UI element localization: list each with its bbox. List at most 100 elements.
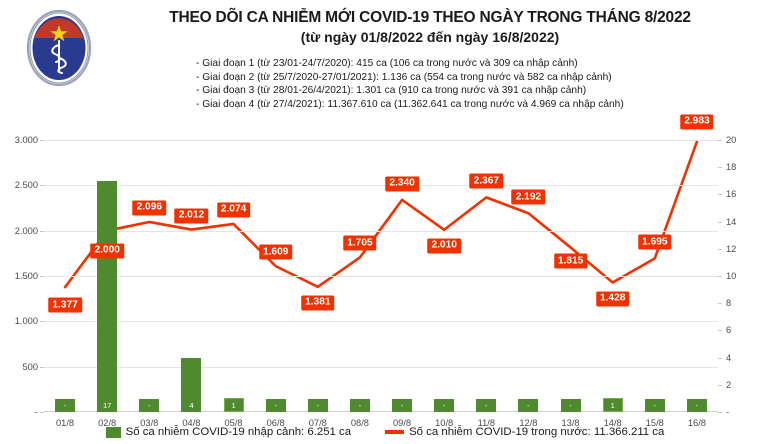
bar-imported-cases[interactable]: - <box>55 399 76 412</box>
bar-imported-cases[interactable]: - <box>476 399 497 412</box>
bar-value-label: - <box>148 401 151 410</box>
x-axis-tick-label: 04/8 <box>182 418 201 428</box>
ministry-of-health-logo-icon <box>26 8 92 90</box>
x-axis-tick-label: 11/8 <box>477 418 496 428</box>
x-axis-tick-label: 03/8 <box>140 418 159 428</box>
bar-imported-cases[interactable]: - <box>392 399 413 412</box>
title-block: THEO DÕI CA NHIỄM MỚI COVID-19 THEO NGÀY… <box>100 8 760 47</box>
line-point-value-label[interactable]: 2.192 <box>511 189 546 205</box>
bar-value-label: - <box>485 401 488 410</box>
y-axis-right-tick-mark <box>718 357 722 359</box>
bar-value-label: - <box>527 401 530 410</box>
y-axis-left-tick: 1.500 <box>14 271 38 281</box>
bar-imported-cases[interactable]: - <box>434 399 455 412</box>
line-point-value-label[interactable]: 1.428 <box>595 291 630 307</box>
y-axis-right-tick-mark <box>718 194 722 196</box>
bar-imported-cases[interactable]: - <box>139 399 160 412</box>
line-point-value-label[interactable]: 1.377 <box>48 297 82 313</box>
line-point-value-label[interactable]: 2.983 <box>680 114 714 130</box>
bar-value-label: - <box>442 401 446 410</box>
bar-value-label: 1 <box>231 401 236 410</box>
bar-imported-cases[interactable]: - <box>644 399 665 412</box>
x-axis-tick-label: 08/8 <box>350 418 369 428</box>
y-axis-right-tick-mark <box>718 330 722 332</box>
x-axis-tick-label: 06/8 <box>266 418 285 428</box>
bar-value-label: 4 <box>189 401 194 410</box>
bar-value-label: - <box>316 401 320 410</box>
y-axis-right-tick: 8 <box>726 298 732 309</box>
legend-label-imported: Số ca nhiễm COVID-19 nhập cảnh: 6.251 ca <box>125 426 352 438</box>
y-axis-left-tick: - <box>34 407 38 417</box>
gridline <box>44 140 718 141</box>
y-axis-left-tick: 2.500 <box>14 180 38 191</box>
bar-imported-cases[interactable]: - <box>265 399 286 412</box>
bar-imported-cases[interactable]: - <box>518 399 539 412</box>
bar-imported-cases[interactable]: - <box>307 399 328 412</box>
x-axis-tick-label: 09/8 <box>393 418 412 428</box>
phase-line: - Giai đoạn 4 (từ 27/4/2021): 11.367.610… <box>196 98 624 110</box>
line-point-value-label[interactable]: 1.609 <box>258 244 293 260</box>
line-point-value-label[interactable]: 2.010 <box>427 238 461 254</box>
covid-daily-chart: -500 1.000 1.500 2.000 2.500 3.000-2 4 6 8 10 12 14… <box>0 114 770 428</box>
y-axis-left-tick-mark <box>40 412 44 413</box>
line-point-value-label[interactable]: 2.012 <box>174 208 209 224</box>
bar-imported-cases[interactable]: 4 <box>181 357 202 412</box>
bar-imported-cases[interactable]: - <box>686 399 707 412</box>
bar-value-label: 17 <box>102 401 112 410</box>
bar-imported-cases[interactable]: - <box>560 399 581 412</box>
bar-value-label: - <box>274 401 277 410</box>
bar-value-label: - <box>400 401 404 410</box>
line-point-value-label[interactable]: 2.074 <box>216 202 251 218</box>
y-axis-right-tick-mark <box>718 167 722 169</box>
bar-value-label: - <box>653 401 657 410</box>
y-axis-right-tick-mark <box>718 248 722 250</box>
legend-label-domestic: Số ca nhiễm COVID-19 trong nước: 11.366.… <box>409 426 665 438</box>
bar-value-label: - <box>695 401 699 410</box>
gridline <box>44 366 718 368</box>
bar-imported-cases[interactable]: 17 <box>97 180 118 412</box>
line-point-value-label[interactable]: 2.340 <box>385 176 419 192</box>
x-axis-tick-label: 16/8 <box>687 418 706 428</box>
phase-line: - Giai đoạn 2 (từ 25/7/2020-27/01/2021):… <box>196 71 612 83</box>
page-subtitle: (từ ngày 01/8/2022 đến ngày 16/8/2022) <box>300 29 560 45</box>
line-point-value-label[interactable]: 1.381 <box>301 295 335 311</box>
phase-summary-list: - Giai đoạn 1 (từ 23/01-24/7/2020): 415 … <box>196 57 736 111</box>
gridline <box>44 276 718 277</box>
y-axis-left-tick-mark <box>40 366 44 368</box>
y-axis-left-tick: 500 <box>22 361 38 372</box>
phase-line: - Giai đoạn 3 (từ 28/01-26/4/2021): 1.30… <box>196 85 587 97</box>
x-axis-line <box>44 411 718 412</box>
y-axis-left-tick-mark <box>40 276 44 277</box>
line-point-value-label[interactable]: 2.096 <box>132 200 167 216</box>
x-axis-tick-label: 05/8 <box>224 418 243 428</box>
y-axis-right-tick: 12 <box>726 243 737 254</box>
y-axis-right-tick: - <box>726 407 730 417</box>
y-axis-right-tick-mark <box>718 384 722 386</box>
legend-swatch-line-icon <box>385 430 405 434</box>
page-header: THEO DÕI CA NHIỄM MỚI COVID-19 THEO NGÀY… <box>0 0 770 118</box>
bar-imported-cases[interactable]: - <box>349 399 370 412</box>
gridline <box>44 230 718 232</box>
x-axis-tick-label: 01/8 <box>56 418 75 428</box>
line-point-value-label[interactable]: 1.705 <box>343 235 377 251</box>
y-axis-left-tick-mark <box>40 140 44 141</box>
x-axis-tick-label: 14/8 <box>603 418 622 428</box>
bar-value-label: - <box>358 401 362 410</box>
bar-value-label: - <box>569 401 572 410</box>
line-point-value-label[interactable]: 2.000 <box>90 243 124 259</box>
bar-value-label: 1 <box>610 401 615 410</box>
y-axis-right-tick: 6 <box>726 325 732 336</box>
y-axis-right-tick: 16 <box>726 189 737 200</box>
legend-swatch-bar-icon <box>105 426 121 438</box>
bar-imported-cases[interactable]: 1 <box>602 398 623 412</box>
y-axis-right-tick: 20 <box>726 135 737 145</box>
line-point-value-label[interactable]: 2.367 <box>469 173 504 189</box>
legend-item-domestic: Số ca nhiễm COVID-19 trong nước: 11.366.… <box>385 426 664 438</box>
y-axis-right-tick: 2 <box>726 379 732 390</box>
line-point-value-label[interactable]: 1.695 <box>638 234 672 250</box>
x-axis-tick-label: 15/8 <box>645 418 664 428</box>
bar-imported-cases[interactable]: 1 <box>223 398 244 412</box>
line-point-value-label[interactable]: 1.815 <box>553 253 588 269</box>
y-axis-right-tick-mark <box>718 140 722 141</box>
